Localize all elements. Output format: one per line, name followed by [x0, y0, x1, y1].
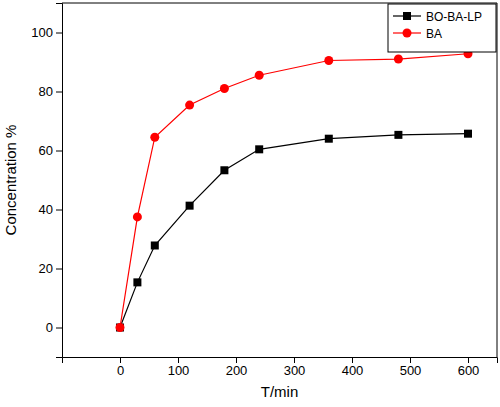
marker	[116, 324, 124, 332]
x-tick: 600	[458, 357, 480, 378]
y-tick: 60	[39, 143, 62, 158]
y-axis-line	[56, 4, 63, 358]
x-tick-label: 500	[400, 363, 422, 378]
y-axis-title: Concentration %	[2, 125, 19, 236]
x-tick-mark	[120, 357, 121, 363]
x-tick-label: 600	[458, 363, 480, 378]
x-tick: 100	[168, 357, 190, 378]
marker	[394, 55, 403, 64]
x-axis-line	[63, 358, 498, 364]
x-tick-mark	[410, 357, 411, 363]
x-axis: 0 100 200 300 400 500 600	[63, 357, 498, 378]
x-axis-title: T/min	[261, 383, 299, 400]
marker	[186, 202, 194, 210]
x-tick: 300	[284, 357, 306, 378]
marker	[150, 133, 159, 142]
y-tick-mark	[56, 33, 62, 34]
marker	[133, 212, 142, 221]
plot: 0100200300400500600020406080100BO-BA-LPB…	[31, 3, 497, 378]
series-line	[120, 134, 468, 328]
frame-top	[62, 3, 497, 4]
y-tick-label: 20	[39, 261, 53, 276]
y-tick: 0	[46, 320, 62, 335]
marker	[324, 56, 333, 65]
y-axis: 0 20 40 60 80 100	[31, 4, 62, 358]
legend-marker	[403, 12, 411, 20]
y-tick-mark	[56, 328, 62, 329]
y-tick-label: 40	[39, 202, 53, 217]
y-tick: 80	[39, 84, 62, 99]
legend-label: BO-BA-LP	[426, 10, 482, 24]
x-tick: 200	[226, 357, 248, 378]
y-tick-mark	[56, 92, 62, 93]
x-tick-mark	[178, 357, 179, 363]
legend: BO-BA-LP BA	[388, 4, 496, 52]
x-tick-mark	[294, 357, 295, 363]
x-tick-label: 300	[284, 363, 306, 378]
y-tick-label: 80	[39, 84, 53, 99]
series-line	[120, 54, 468, 328]
x-tick-mark	[236, 357, 237, 363]
marker	[133, 278, 141, 286]
legend-box	[388, 4, 496, 52]
y-tick-label: 0	[46, 320, 53, 335]
x-tick-label: 100	[168, 363, 190, 378]
y-tick-mark	[56, 269, 62, 270]
y-tick: 40	[39, 202, 62, 217]
data-area	[116, 49, 473, 332]
y-tick-label: 100	[31, 25, 53, 40]
marker	[185, 101, 194, 110]
x-tick-mark	[352, 357, 353, 363]
marker	[116, 323, 125, 332]
x-tick-label: 200	[226, 363, 248, 378]
marker	[151, 241, 159, 249]
x-tick: 0	[117, 357, 124, 378]
y-tick-label: 60	[39, 143, 53, 158]
x-tick-mark	[468, 357, 469, 363]
legend-marker	[403, 29, 412, 38]
marker	[220, 84, 229, 93]
y-tick-mark	[56, 210, 62, 211]
legend-label: BA	[426, 27, 442, 41]
marker	[255, 145, 263, 153]
x-tick-label: 400	[342, 363, 364, 378]
marker	[464, 130, 472, 138]
y-tick-mark	[56, 151, 62, 152]
x-tick: 400	[342, 357, 364, 378]
marker	[394, 131, 402, 139]
x-tick-label: 0	[117, 363, 124, 378]
marker	[255, 71, 264, 80]
chart: 0100200300400500600020406080100BO-BA-LPB…	[0, 0, 500, 407]
marker	[325, 135, 333, 143]
y-tick: 100	[31, 25, 62, 40]
y-tick: 20	[39, 261, 62, 276]
marker	[220, 166, 228, 174]
x-tick: 500	[400, 357, 422, 378]
frame-right	[497, 3, 498, 357]
